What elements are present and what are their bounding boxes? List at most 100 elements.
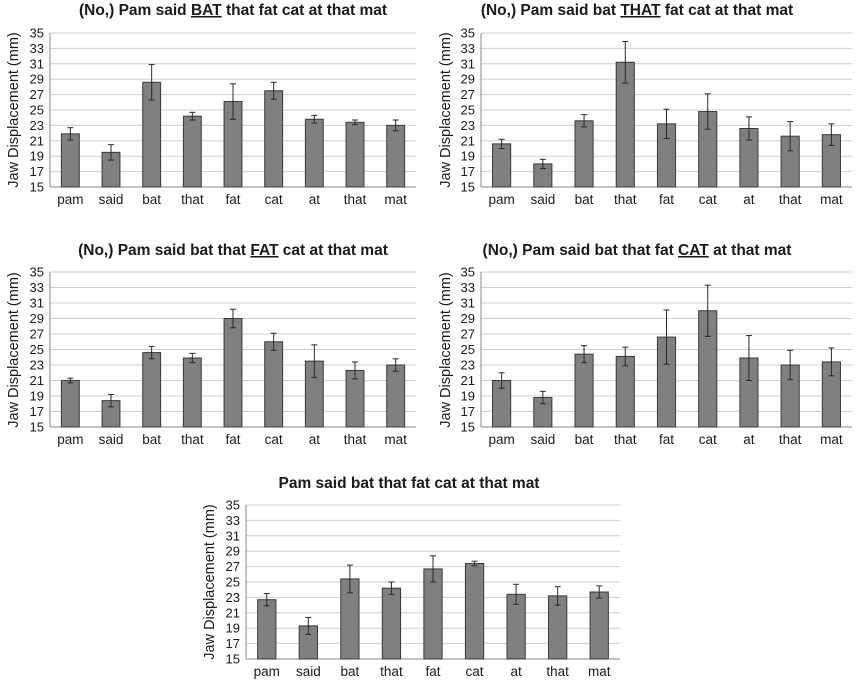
y-tick-label: 17	[226, 636, 240, 651]
error-bar	[305, 616, 312, 635]
bar	[142, 352, 162, 428]
error-bar	[148, 64, 155, 101]
error-bar	[498, 372, 505, 389]
error-bar	[704, 284, 711, 337]
x-category-label: fat	[659, 432, 674, 447]
y-tick-label: 25	[226, 575, 240, 590]
chart-panel: (No,) Pam said bat that fat CAT at that …	[438, 242, 852, 447]
title-emphasis: THAT	[620, 2, 661, 19]
error-bar	[430, 555, 436, 583]
y-tick-label: 23	[461, 358, 475, 373]
error-bar	[663, 309, 670, 365]
error-bar	[745, 116, 752, 141]
error-bar	[230, 308, 236, 329]
x-category-label: cat	[265, 432, 283, 447]
y-axis-title: Jaw Displacement (mm)	[6, 272, 22, 428]
y-tick-label: 27	[461, 327, 475, 342]
title-text: (No,) Pam said bat	[481, 2, 621, 19]
y-axis-title: Jaw Displacement (mm)	[6, 32, 22, 188]
y-tick-label: 29	[461, 311, 475, 326]
bar	[574, 120, 594, 188]
bar	[381, 587, 402, 660]
x-category-label: cat	[466, 664, 484, 679]
bar	[264, 341, 284, 428]
y-tick-label: 33	[30, 280, 44, 295]
title-text: cat at that mat	[278, 242, 387, 259]
y-tick-label: 33	[226, 513, 240, 528]
x-category-label: pam	[488, 432, 514, 447]
x-category-label: said	[296, 664, 321, 679]
x-category-label: mat	[384, 192, 407, 207]
error-bar	[270, 81, 277, 100]
chart-title: (No,) Pam said bat THAT fat cat at that …	[481, 2, 793, 19]
y-tick-label: 25	[30, 103, 44, 118]
x-category-label: that	[181, 432, 204, 447]
error-bar	[148, 345, 155, 360]
y-tick-label: 21	[226, 605, 240, 620]
y-tick-label: 19	[30, 149, 44, 164]
y-tick-label: 15	[30, 420, 44, 435]
error-bar	[787, 349, 794, 381]
x-category-label: bat	[575, 192, 594, 207]
y-tick-label: 23	[226, 590, 240, 605]
bar	[386, 124, 406, 188]
error-bar	[230, 83, 236, 120]
bar	[60, 380, 80, 428]
x-category-label: mat	[588, 664, 611, 679]
x-category-label: that	[380, 664, 403, 679]
title-text: at that mat	[709, 242, 792, 259]
chart-panel: (No,) Pam said BAT that fat cat at that …	[6, 2, 416, 207]
y-tick-label: 15	[461, 420, 475, 435]
bar	[223, 318, 243, 428]
y-tick-label: 29	[30, 72, 44, 87]
x-category-label: pam	[57, 432, 83, 447]
error-bar	[270, 332, 277, 351]
y-tick-label: 17	[30, 164, 44, 179]
y-tick-label: 21	[461, 133, 475, 148]
y-axis-title: Jaw Displacement (mm)	[438, 272, 454, 428]
title-text: that fat cat at that mat	[222, 2, 387, 19]
x-category-label: mat	[384, 432, 407, 447]
y-tick-label: 21	[461, 373, 475, 388]
y-tick-label: 19	[461, 149, 475, 164]
chart-panel: (No,) Pam said bat that FAT cat at that …	[6, 242, 416, 447]
y-tick-label: 15	[461, 180, 475, 195]
error-bar	[622, 40, 629, 84]
title-text: Pam said bat that fat cat at that mat	[279, 475, 540, 492]
y-tick-label: 23	[30, 358, 44, 373]
y-tick-label: 29	[30, 311, 44, 326]
x-category-label: fat	[425, 664, 440, 679]
x-category-label: pam	[254, 664, 280, 679]
x-category-label: fat	[225, 432, 240, 447]
y-tick-label: 29	[461, 72, 475, 87]
x-category-label: cat	[699, 432, 717, 447]
y-tick-label: 31	[461, 56, 475, 71]
bar	[615, 355, 635, 428]
y-tick-label: 27	[461, 87, 475, 102]
x-category-label: bat	[142, 192, 161, 207]
y-tick-label: 21	[30, 133, 44, 148]
y-tick-label: 25	[461, 103, 475, 118]
x-category-label: at	[510, 664, 522, 679]
error-bar	[539, 158, 546, 170]
error-bar	[108, 393, 114, 408]
y-tick-label: 17	[461, 164, 475, 179]
x-category-label: fat	[225, 192, 240, 207]
error-bar	[828, 123, 835, 146]
error-bar	[67, 377, 74, 384]
chart-title: Pam said bat that fat cat at that mat	[279, 475, 540, 492]
bar	[464, 563, 485, 660]
error-bar	[392, 358, 399, 372]
error-bar	[622, 346, 629, 367]
y-tick-label: 15	[226, 652, 240, 667]
error-bar	[189, 352, 196, 364]
x-category-label: at	[309, 192, 321, 207]
x-category-label: cat	[265, 192, 283, 207]
x-category-label: that	[181, 192, 204, 207]
x-category-label: mat	[820, 192, 843, 207]
x-category-label: that	[779, 192, 802, 207]
y-tick-label: 29	[226, 544, 240, 559]
x-category-label: pam	[57, 192, 83, 207]
title-emphasis: BAT	[191, 2, 222, 19]
y-tick-label: 19	[461, 389, 475, 404]
